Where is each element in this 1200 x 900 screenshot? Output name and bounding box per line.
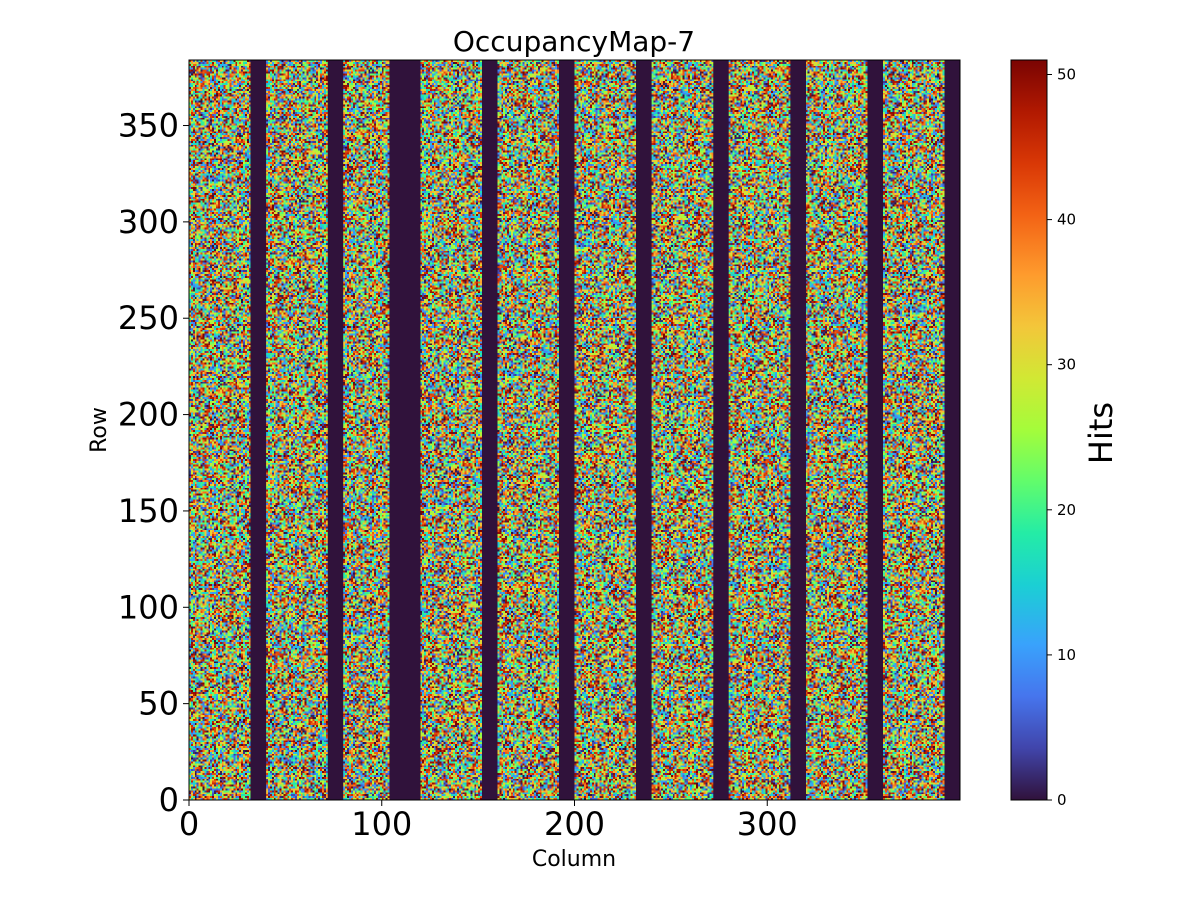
x-tick-label: 200 xyxy=(544,805,605,843)
colorbar-label: Hits xyxy=(1082,402,1120,464)
dead-column-8 xyxy=(790,60,806,800)
dead-column-5 xyxy=(559,60,575,800)
y-tick-label: 300 xyxy=(118,203,179,241)
dead-column-overlays xyxy=(250,60,960,800)
colorbar-tick-label: 50 xyxy=(1057,66,1076,84)
x-axis-label: Column xyxy=(532,847,616,872)
plot-area xyxy=(188,59,961,801)
y-tick-label: 150 xyxy=(118,492,179,530)
x-tick-label: 0 xyxy=(179,805,199,843)
colorbar-tick-label: 0 xyxy=(1057,791,1067,809)
chart-title: OccupancyMap-7 xyxy=(453,25,695,58)
x-tick-label: 300 xyxy=(737,805,798,843)
y-tick-label: 50 xyxy=(138,685,179,723)
x-tick-label: 100 xyxy=(351,805,412,843)
colorbar: 0 10 20 30 40 50 Hits xyxy=(1010,59,1120,809)
dead-column-7 xyxy=(713,60,729,800)
dead-column-3 xyxy=(389,60,421,800)
colorbar-tick-label: 30 xyxy=(1057,356,1076,374)
dead-column-9 xyxy=(867,60,883,800)
dead-column-10 xyxy=(944,60,960,800)
colorbar-tick-label: 20 xyxy=(1057,501,1076,519)
y-tick-label: 0 xyxy=(159,781,179,819)
dead-column-4 xyxy=(481,60,498,800)
y-tick-label: 350 xyxy=(118,107,179,145)
y-tick-label: 200 xyxy=(118,396,179,434)
y-axis-ticks: 0 50 100 150 200 250 300 350 xyxy=(118,107,189,819)
colorbar-gradient xyxy=(1011,60,1047,800)
dead-column-1 xyxy=(250,60,267,800)
y-tick-label: 250 xyxy=(118,299,179,337)
x-axis-ticks: 0 100 200 300 xyxy=(179,800,798,843)
dead-column-2 xyxy=(327,60,344,800)
colorbar-tick-label: 40 xyxy=(1057,211,1076,229)
colorbar-frame xyxy=(1010,59,1048,801)
colorbar-tick-label: 10 xyxy=(1057,646,1076,664)
y-tick-label: 100 xyxy=(118,588,179,626)
colorbar-ticks: 0 10 20 30 40 50 xyxy=(1047,66,1076,809)
y-axis-label: Row xyxy=(87,407,112,453)
dead-column-6 xyxy=(636,60,652,800)
